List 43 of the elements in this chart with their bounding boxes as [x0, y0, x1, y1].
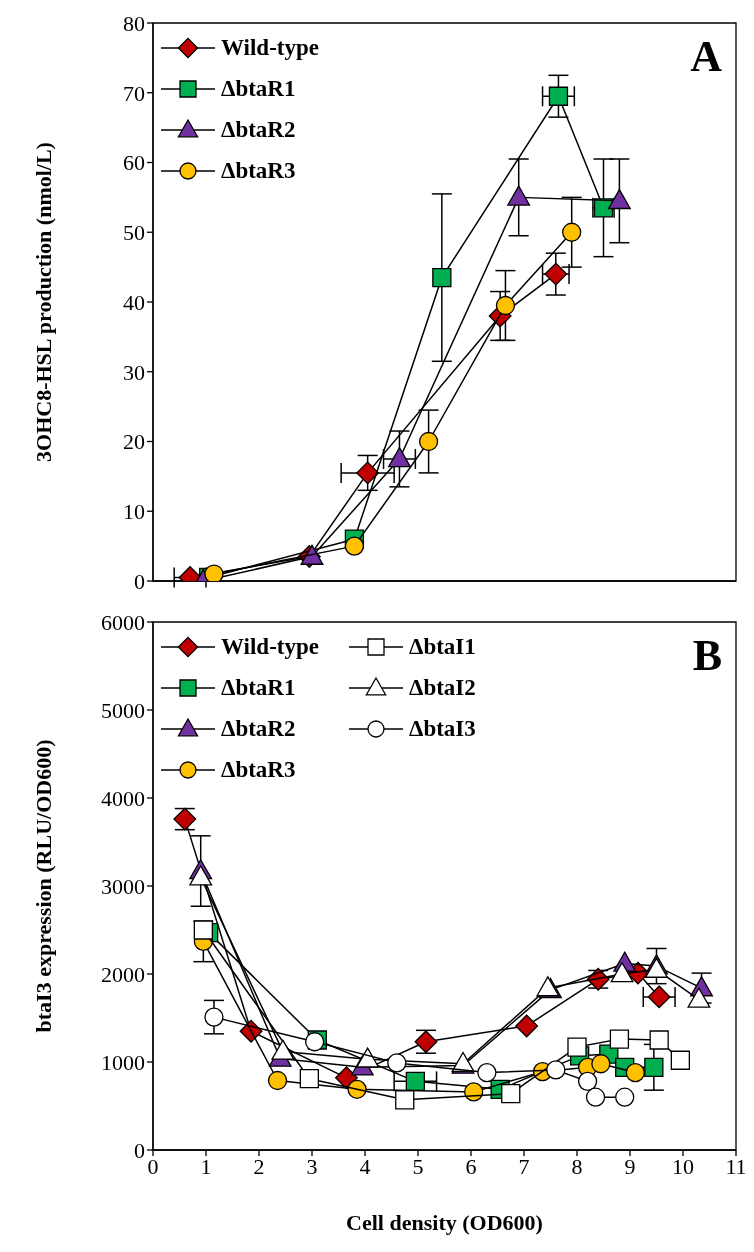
x-tick-label: 2	[253, 1153, 265, 1179]
legend-label: Wild-type	[221, 34, 319, 61]
y-tick-label: 5000	[101, 697, 145, 723]
y-tick-label: 3000	[101, 873, 145, 899]
x-tick-label: 8	[571, 1153, 583, 1179]
x-tick-label: 11	[725, 1153, 747, 1179]
legend-label: Wild-type	[221, 633, 319, 660]
x-tick-label: 5	[412, 1153, 424, 1179]
legend-label: ΔbtaR2	[221, 715, 296, 742]
legend-label: ΔbtaI3	[408, 715, 476, 742]
legend-label: ΔbtaR2	[221, 116, 296, 143]
x-tick-label: 3	[306, 1153, 318, 1179]
y-tick-label: 50	[123, 220, 145, 246]
y-tick-label: 20	[123, 429, 145, 455]
x-axis-title: Cell density (OD600)	[346, 1210, 543, 1235]
legend-label: ΔbtaR1	[221, 75, 296, 102]
y-tick-label: 60	[123, 150, 145, 176]
legend-label: ΔbtaR3	[221, 157, 296, 184]
x-tick-label: 4	[359, 1153, 371, 1179]
y-tick-label: 0	[134, 568, 145, 594]
x-tick-label: 6	[465, 1153, 477, 1179]
y-tick-label: 6000	[101, 609, 145, 635]
annotation: A	[690, 32, 723, 81]
x-tick-label: 1	[200, 1153, 212, 1179]
y-axis-title: 3OHC8-HSL production (nmol/L)	[30, 142, 56, 462]
legend-label: ΔbtaI1	[408, 633, 476, 660]
y-tick-label: 30	[123, 359, 145, 385]
y-tick-label: 2000	[101, 961, 145, 987]
y-tick-label: 80	[123, 10, 145, 36]
y-tick-label: 0	[134, 1137, 145, 1163]
y-axis-title: btaI3 expression (RLU/OD600)	[30, 739, 56, 1033]
x-tick-label: 10	[672, 1153, 694, 1179]
y-tick-label: 4000	[101, 785, 145, 811]
legend-label: ΔbtaI2	[408, 674, 476, 701]
x-tick-label: 9	[624, 1153, 636, 1179]
legend-label: ΔbtaR1	[221, 674, 296, 701]
y-tick-label: 10	[123, 499, 145, 525]
x-tick-label: 7	[518, 1153, 530, 1179]
y-tick-label: 70	[123, 80, 145, 106]
y-tick-label: 1000	[101, 1049, 145, 1075]
y-tick-label: 40	[123, 289, 145, 315]
legend-label: ΔbtaR3	[221, 756, 296, 783]
annotation: B	[692, 631, 722, 680]
